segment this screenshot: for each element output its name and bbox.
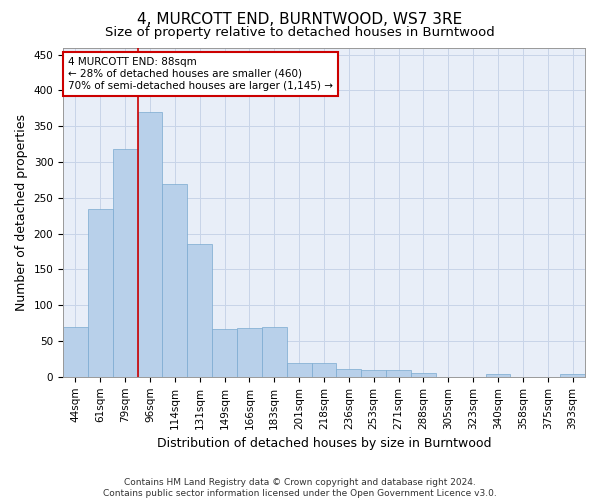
- Bar: [311, 363, 337, 377]
- Bar: [237, 328, 262, 377]
- Bar: [137, 112, 163, 377]
- Bar: [113, 149, 137, 377]
- Y-axis label: Number of detached properties: Number of detached properties: [15, 114, 28, 310]
- Bar: [361, 370, 386, 377]
- Bar: [386, 370, 411, 377]
- Text: 4 MURCOTT END: 88sqm
← 28% of detached houses are smaller (460)
70% of semi-deta: 4 MURCOTT END: 88sqm ← 28% of detached h…: [68, 58, 333, 90]
- Bar: [63, 326, 88, 377]
- Bar: [262, 326, 287, 377]
- Bar: [163, 184, 187, 377]
- Bar: [287, 362, 311, 377]
- Bar: [88, 208, 113, 377]
- Bar: [560, 374, 585, 377]
- Bar: [212, 329, 237, 377]
- Bar: [411, 373, 436, 377]
- Text: Contains HM Land Registry data © Crown copyright and database right 2024.
Contai: Contains HM Land Registry data © Crown c…: [103, 478, 497, 498]
- Bar: [337, 369, 361, 377]
- Text: Size of property relative to detached houses in Burntwood: Size of property relative to detached ho…: [105, 26, 495, 39]
- Bar: [485, 374, 511, 377]
- X-axis label: Distribution of detached houses by size in Burntwood: Distribution of detached houses by size …: [157, 437, 491, 450]
- Text: 4, MURCOTT END, BURNTWOOD, WS7 3RE: 4, MURCOTT END, BURNTWOOD, WS7 3RE: [137, 12, 463, 28]
- Bar: [187, 244, 212, 377]
